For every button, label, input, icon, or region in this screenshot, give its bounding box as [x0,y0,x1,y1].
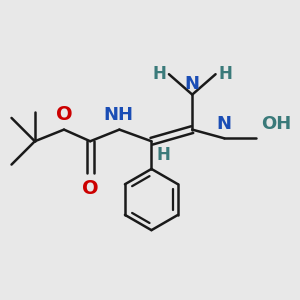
Text: OH: OH [261,115,291,133]
Text: H: H [157,146,171,164]
Text: H: H [218,65,233,83]
Text: O: O [82,178,98,198]
Text: N: N [185,75,200,93]
Text: H: H [152,65,166,83]
Text: N: N [217,115,232,133]
Text: NH: NH [103,106,133,124]
Text: O: O [56,105,72,124]
